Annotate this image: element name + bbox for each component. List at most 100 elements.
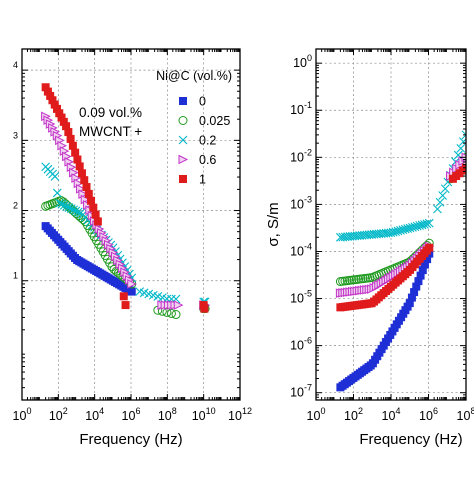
y-tick-label: 1	[13, 271, 18, 281]
y-tick-mantissa: 10	[290, 244, 304, 258]
x-tick-label: 106	[419, 406, 438, 423]
data-point	[59, 117, 68, 126]
x-tick-label: 102	[344, 406, 363, 423]
x-tick-label: 1010	[192, 406, 216, 423]
ticks-left	[21, 49, 241, 400]
data-point	[440, 184, 450, 194]
legend: Ni@C (vol.%) 0.09 vol.% MWCNT + 0 0.025 0.2 0.…	[79, 69, 232, 187]
data-point	[62, 202, 71, 211]
y-tick-exponent: -5	[304, 289, 312, 299]
legend-label: 0.025	[199, 114, 230, 128]
x-tick-exponent: 6	[135, 406, 140, 416]
data-point	[127, 287, 136, 296]
data-point	[89, 203, 98, 212]
data-point	[414, 277, 423, 286]
data-point	[412, 282, 421, 291]
data-point	[410, 288, 419, 297]
data-point	[66, 134, 75, 143]
y-tick-exponent: -2	[304, 147, 312, 157]
legend-marker	[179, 175, 187, 183]
data-point	[459, 137, 466, 146]
y-tick-mantissa: 10	[290, 197, 304, 211]
x-tick-exponent: 4	[395, 406, 400, 416]
data-point	[71, 148, 80, 157]
data-point	[91, 210, 100, 219]
data-point	[52, 188, 62, 198]
series-left-0	[41, 222, 136, 296]
series-right-2	[336, 130, 466, 242]
x-tick-label: 104	[382, 406, 401, 423]
y-tick-mantissa: 10	[290, 150, 304, 164]
y-tick-mantissa: 10	[290, 386, 304, 400]
panel-right: 100 102 104 106 10810010-110-210-310-410-510…	[265, 48, 474, 448]
grid-right	[316, 49, 466, 400]
data-point	[456, 143, 466, 153]
x-tick-exponent: 0	[320, 406, 325, 416]
data-point	[423, 255, 432, 264]
data-point	[119, 292, 128, 301]
legend-note-line: 0.09 vol.%	[79, 105, 142, 120]
y-tick-label: 10-6	[290, 336, 312, 353]
legend-note-line: MWCNT +	[79, 124, 142, 139]
data-point	[435, 197, 445, 207]
data-point	[69, 205, 78, 215]
data-point	[433, 204, 442, 214]
data-point	[93, 217, 102, 226]
y-tick-exponent: -4	[304, 241, 312, 251]
data-point	[166, 308, 176, 318]
data-point	[48, 96, 57, 105]
legend-label: 1	[199, 173, 206, 187]
data-point	[77, 169, 86, 178]
x-tick-exponent: 12	[242, 406, 252, 416]
x-tick-exponent: 8	[470, 406, 474, 416]
data-point	[127, 279, 137, 289]
data-point	[425, 243, 434, 252]
data-point	[73, 155, 82, 164]
data-point	[62, 122, 71, 131]
y-tick-exponent: -1	[304, 100, 312, 110]
x-tick-label: 1012	[228, 406, 252, 423]
data-point	[173, 300, 184, 310]
ticks-right	[315, 49, 467, 400]
y-tick-mantissa: 10	[293, 56, 307, 70]
series-right-4	[336, 163, 466, 312]
y-tick-exponent: -6	[304, 336, 312, 346]
data-point	[55, 109, 64, 118]
y-tick-exponent: 0	[307, 53, 312, 63]
data-point	[41, 83, 50, 92]
y-tick-exponent: 3	[13, 130, 18, 140]
x-tick-exponent: 2	[63, 406, 68, 416]
data-point	[461, 130, 466, 140]
legend-marker	[178, 116, 188, 125]
x-tick-exponent: 4	[99, 406, 104, 416]
data-point	[80, 176, 89, 185]
y-tick-label: 3	[13, 130, 18, 140]
y-axis-label-right: σ, S/m	[265, 202, 282, 246]
data-point	[407, 293, 416, 302]
data-point	[82, 183, 91, 192]
tick-labels-right: 100 102 104 106 10810010-110-210-310-410-510…	[290, 53, 474, 423]
data-point	[424, 218, 434, 228]
data-point	[71, 206, 81, 216]
y-tick-exponent: 4	[13, 60, 18, 70]
y-tick-label: 100	[293, 53, 312, 70]
data-point	[87, 196, 96, 205]
x-tick-exponent: 8	[172, 406, 177, 416]
series-left-4	[41, 83, 209, 313]
data-point	[75, 162, 84, 171]
legend-marker	[178, 135, 188, 145]
x-axis-label-left: Frequency (Hz)	[79, 431, 182, 448]
data-point	[420, 260, 429, 269]
legend-label: 0.6	[199, 153, 216, 167]
x-tick-label: 104	[85, 406, 104, 423]
series-right-0	[336, 249, 434, 392]
data-point	[57, 199, 67, 209]
x-tick-label: 106	[122, 406, 141, 423]
x-tick-exponent: 6	[433, 406, 438, 416]
x-axis-label-right: Frequency (Hz)	[359, 431, 462, 448]
legend-title: Ni@C (vol.%)	[156, 69, 232, 83]
y-tick-exponent: -7	[304, 383, 312, 393]
x-tick-label: 100	[13, 406, 32, 423]
